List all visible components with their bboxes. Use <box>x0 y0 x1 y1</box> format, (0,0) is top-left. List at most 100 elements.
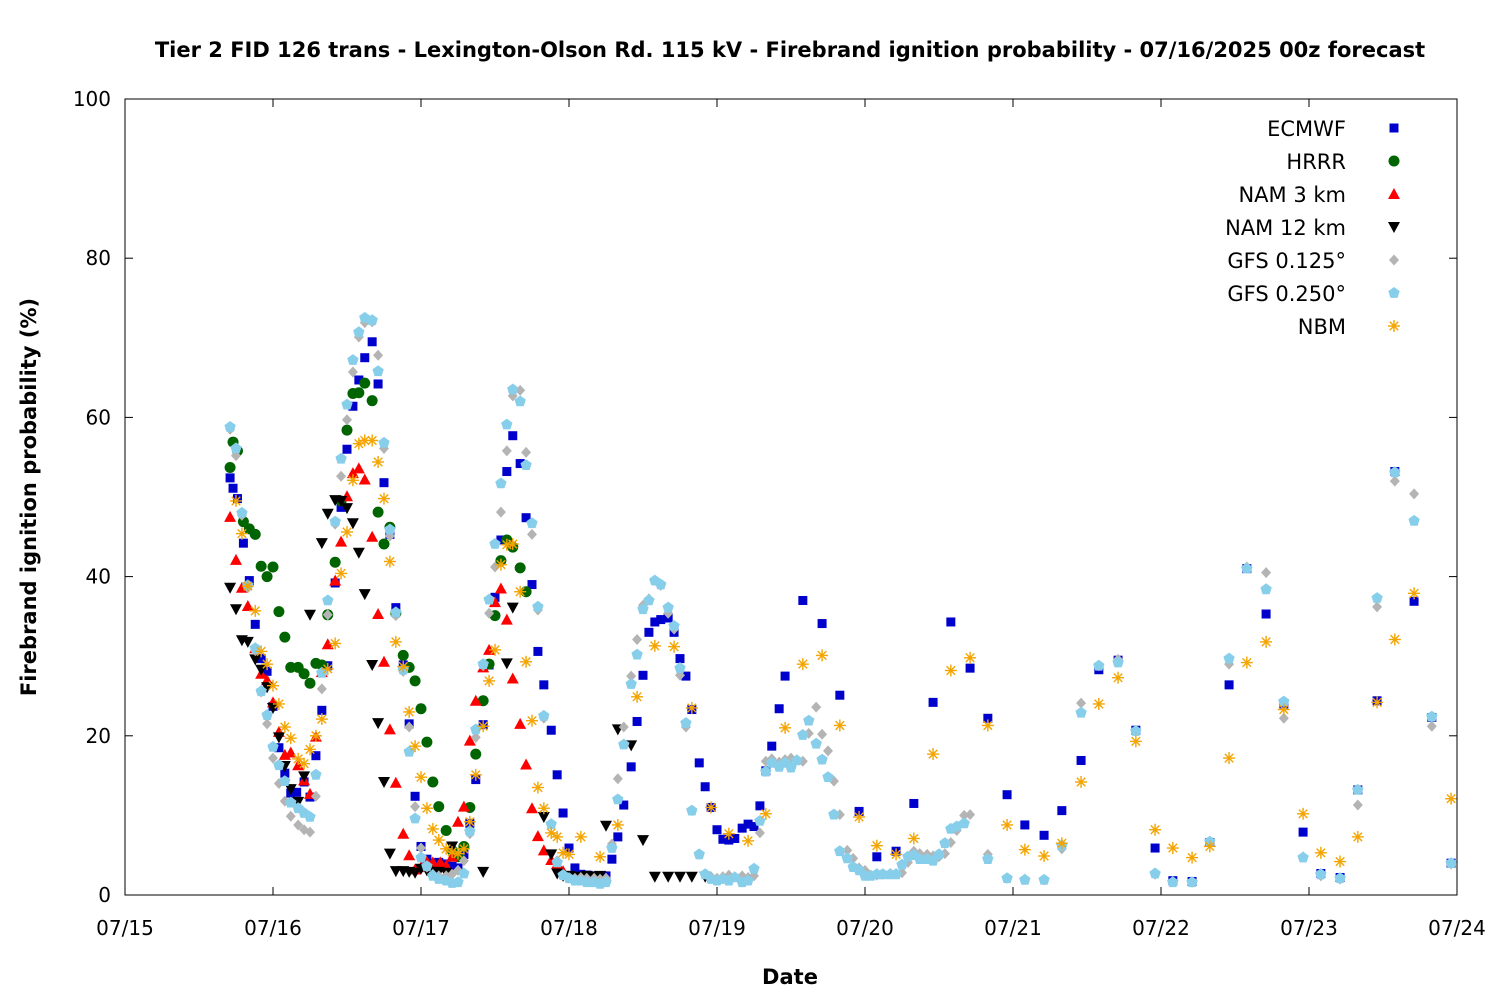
data-point <box>648 639 661 652</box>
data-point <box>298 757 311 770</box>
data-point <box>944 664 957 677</box>
data-point <box>403 705 416 718</box>
data-point <box>225 473 235 483</box>
data-point <box>261 709 273 720</box>
data-point <box>520 459 532 470</box>
data-point <box>501 418 513 430</box>
data-point <box>261 658 274 671</box>
data-point <box>415 703 427 715</box>
data-point <box>352 462 365 474</box>
data-point <box>877 868 889 880</box>
data-point <box>1389 475 1400 487</box>
data-point <box>341 398 353 410</box>
data-point <box>965 663 975 673</box>
data-point <box>674 662 686 673</box>
y-axis-label: Firebrand ignition probability (%) <box>17 298 41 696</box>
data-point <box>1298 827 1308 837</box>
data-point <box>521 446 532 458</box>
data-point <box>329 574 342 586</box>
data-point <box>791 754 803 766</box>
data-point <box>625 678 637 689</box>
data-point <box>619 800 629 810</box>
data-point <box>810 737 822 749</box>
data-point <box>224 510 237 522</box>
data-point <box>366 434 379 447</box>
data-point <box>637 835 649 847</box>
data-point <box>378 655 390 667</box>
data-point <box>1372 601 1383 613</box>
data-point <box>426 822 439 835</box>
data-point <box>611 818 624 831</box>
data-point <box>268 752 278 764</box>
data-point <box>383 723 396 735</box>
data-point <box>1426 720 1437 732</box>
data-point <box>675 654 685 664</box>
data-point <box>959 809 970 821</box>
data-point <box>272 732 285 744</box>
data-point <box>521 513 531 523</box>
data-point <box>409 675 421 687</box>
data-point <box>284 746 297 758</box>
data-point <box>841 852 853 864</box>
data-point <box>230 553 242 565</box>
data-point <box>631 648 643 660</box>
data-point <box>1186 876 1198 888</box>
data-point <box>531 781 544 794</box>
x-tick-label: 07/22 <box>1132 916 1190 940</box>
data-point <box>420 802 433 815</box>
data-point <box>626 762 636 772</box>
data-point <box>241 600 254 612</box>
data-point <box>1112 656 1124 668</box>
data-point <box>224 582 237 594</box>
data-point <box>748 862 760 874</box>
data-point <box>404 721 415 733</box>
data-point <box>909 798 919 808</box>
data-point <box>1186 851 1199 864</box>
x-tick-label: 07/18 <box>540 916 598 940</box>
data-point <box>496 535 506 545</box>
data-point <box>230 494 242 507</box>
legend-marker <box>1388 287 1400 298</box>
data-point <box>255 685 267 697</box>
data-point <box>317 705 327 715</box>
data-point <box>389 776 402 788</box>
data-point <box>304 811 316 822</box>
data-point <box>668 620 680 631</box>
data-point <box>537 844 550 856</box>
data-point <box>1409 488 1420 500</box>
data-point <box>533 646 543 656</box>
data-point <box>1223 652 1235 664</box>
data-point <box>631 690 644 703</box>
data-point <box>249 654 262 666</box>
data-point <box>1150 843 1160 853</box>
data-point <box>526 517 538 529</box>
data-point <box>457 842 470 855</box>
data-point <box>626 670 637 682</box>
data-point <box>267 702 279 714</box>
data-point <box>508 431 518 441</box>
data-point <box>1167 876 1179 888</box>
data-point <box>558 808 568 818</box>
data-point <box>939 837 951 849</box>
data-point <box>686 804 698 816</box>
data-point <box>346 518 359 530</box>
data-point <box>981 719 994 732</box>
series-nam-3-km <box>224 462 570 877</box>
data-point <box>526 714 538 727</box>
data-point <box>662 601 674 613</box>
data-point <box>452 847 464 860</box>
data-point <box>415 851 427 863</box>
series-nbm <box>230 434 1458 868</box>
data-point <box>304 609 316 621</box>
data-point <box>440 825 452 837</box>
data-point <box>378 538 390 550</box>
data-point <box>1240 656 1253 669</box>
data-point <box>409 812 421 824</box>
data-point <box>316 659 328 671</box>
data-point <box>1352 799 1363 811</box>
data-point <box>779 721 792 734</box>
data-point <box>600 876 612 888</box>
legend-marker <box>1388 188 1400 199</box>
data-point <box>322 594 334 606</box>
data-point <box>373 379 383 389</box>
